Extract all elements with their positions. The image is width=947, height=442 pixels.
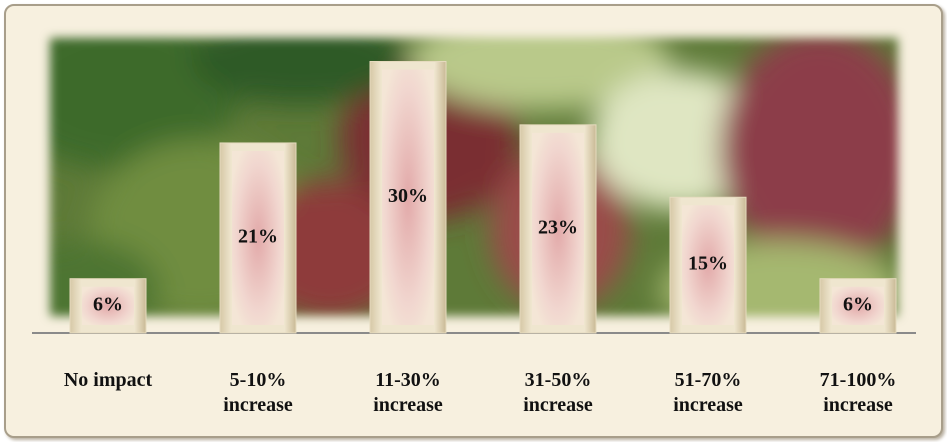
bar-inner (232, 150, 284, 325)
value-label: 6% (843, 293, 873, 315)
x-tick-label: 11-30% increase (373, 369, 443, 416)
x-tick-label: 51-70% increase (673, 369, 743, 416)
value-label: 30% (388, 185, 428, 207)
bar-inner (82, 286, 134, 325)
bar-inner (832, 286, 884, 325)
bar-inner (682, 205, 734, 325)
value-label: 6% (93, 293, 123, 315)
value-label: 23% (538, 217, 578, 239)
bar-inner (532, 132, 584, 325)
x-tick-label: 5-10% increase (223, 369, 293, 416)
x-tick-label: 71-100% increase (819, 369, 897, 416)
value-label: 15% (688, 253, 728, 275)
x-tick-label: 31-50% increase (523, 369, 593, 416)
bar-inner (382, 69, 434, 325)
x-tick-label: No impact (63, 369, 153, 391)
value-label: 21% (238, 226, 278, 248)
